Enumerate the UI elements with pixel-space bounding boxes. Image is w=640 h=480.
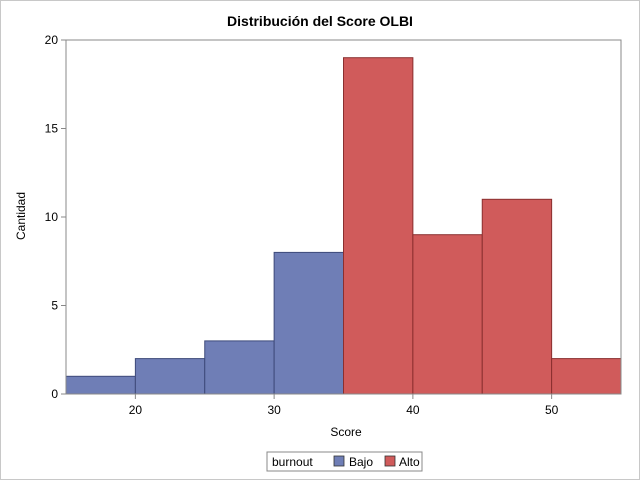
- legend-box: [266, 451, 423, 472]
- x-axis-label: Score: [330, 425, 362, 439]
- y-tick-label-0: 0: [51, 387, 58, 401]
- x-axis: 20 30 40 50: [129, 394, 559, 417]
- bar-bajo-15-20: [65, 375, 136, 395]
- legend: burnout Bajo Alto: [266, 451, 423, 472]
- bar-alto-45-50: [481, 198, 553, 395]
- bar-alto-40-45: [412, 234, 483, 395]
- bar-alto-35-40: [343, 57, 414, 395]
- bar-bajo-30-35: [273, 251, 344, 395]
- y-tick-label-10: 10: [45, 210, 59, 224]
- y-tick-label-15: 15: [45, 122, 59, 136]
- bar-alto-50-55: [551, 358, 622, 395]
- y-axis: 0 5 10 15 20: [45, 33, 66, 401]
- bar-bajo-20-25: [134, 358, 206, 395]
- y-tick-label-20: 20: [45, 33, 59, 47]
- x-tick-label-30: 30: [267, 403, 281, 417]
- bars-group: [65, 57, 622, 395]
- chart-title: Distribución del Score OLBI: [227, 13, 413, 29]
- bar-bajo-25-30: [204, 340, 275, 395]
- x-tick-label-20: 20: [129, 403, 143, 417]
- legend-swatch-bajo: [333, 455, 345, 467]
- legend-label-alto: Alto: [399, 455, 420, 469]
- x-tick-label-40: 40: [406, 403, 420, 417]
- legend-title: burnout: [272, 455, 313, 469]
- y-tick-label-5: 5: [51, 299, 58, 313]
- legend-label-bajo: Bajo: [349, 455, 373, 469]
- x-tick-label-50: 50: [545, 403, 559, 417]
- legend-swatch-alto: [384, 455, 396, 467]
- y-axis-label: Cantidad: [14, 192, 28, 240]
